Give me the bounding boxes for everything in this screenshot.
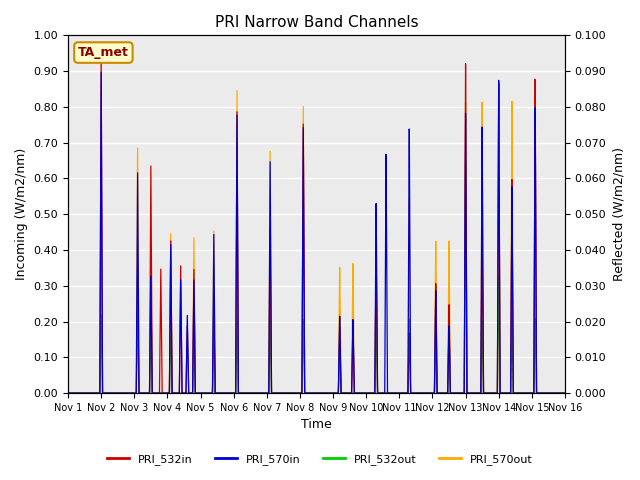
Y-axis label: Reflected (W/m2/nm): Reflected (W/m2/nm)	[612, 147, 625, 281]
Y-axis label: Incoming (W/m2/nm): Incoming (W/m2/nm)	[15, 148, 28, 280]
Legend: PRI_532in, PRI_570in, PRI_532out, PRI_570out: PRI_532in, PRI_570in, PRI_532out, PRI_57…	[102, 450, 538, 469]
Title: PRI Narrow Band Channels: PRI Narrow Band Channels	[214, 15, 419, 30]
Text: TA_met: TA_met	[78, 46, 129, 59]
X-axis label: Time: Time	[301, 419, 332, 432]
